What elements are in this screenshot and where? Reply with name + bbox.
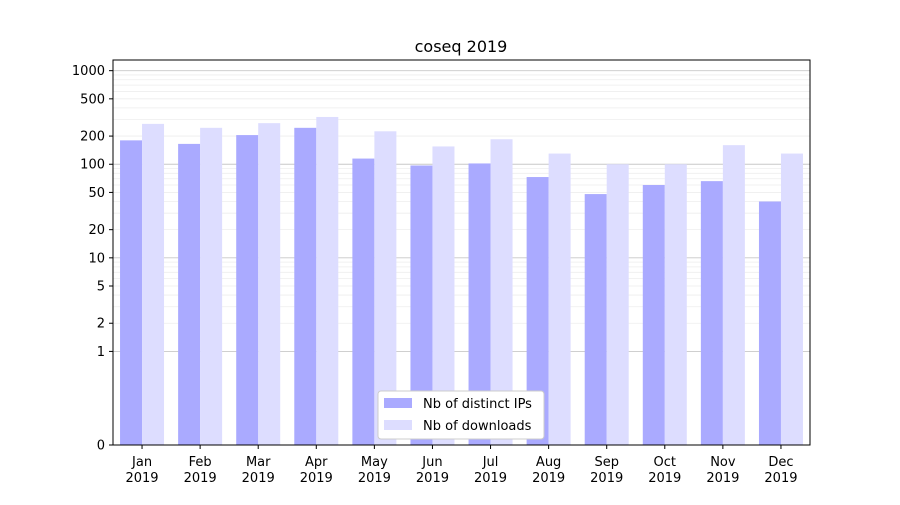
bar-downloads	[664, 164, 687, 445]
x-tick-label-month: Dec	[768, 455, 793, 470]
y-axis: 0 1 2 5 10 20 50 100 200 500 1000	[72, 64, 113, 454]
y-tick-label: 1	[97, 345, 105, 360]
x-tick-label-year: 2019	[358, 471, 391, 486]
x-tick-label-month: Jun	[421, 455, 442, 470]
legend-swatch-downloads	[384, 420, 412, 430]
x-tick-label-year: 2019	[300, 471, 333, 486]
legend-label-downloads: Nb of downloads	[423, 419, 532, 434]
grid-lines	[113, 70, 810, 352]
bars	[120, 116, 803, 446]
y-tick-label: 500	[80, 92, 105, 107]
x-axis: Jan2019Feb2019Mar2019Apr2019May2019Jun20…	[125, 445, 798, 486]
bar-downloads	[780, 153, 803, 446]
bar-distinct-ips	[700, 181, 723, 445]
bar-downloads	[316, 116, 339, 446]
y-tick-label: 2	[97, 317, 105, 332]
x-tick-label-year: 2019	[532, 471, 565, 486]
y-tick-label: 10	[88, 251, 105, 266]
x-tick-label-year: 2019	[648, 471, 681, 486]
y-tick-label: 1000	[72, 64, 105, 79]
bar-downloads	[490, 139, 513, 445]
x-tick-label-year: 2019	[474, 471, 507, 486]
y-tick-label: 100	[80, 158, 105, 173]
x-tick-label-year: 2019	[416, 471, 449, 486]
plot-frame	[112, 59, 811, 446]
bar-distinct-ips	[178, 143, 201, 445]
bar-downloads	[258, 123, 281, 446]
x-tick-label-month: Nov	[710, 455, 736, 470]
y-tick-label: 50	[88, 186, 105, 201]
bar-downloads	[722, 145, 745, 445]
bar-distinct-ips	[642, 185, 665, 445]
bar-distinct-ips	[410, 165, 433, 446]
y-tick-label: 20	[88, 223, 105, 238]
x-tick-label-month: Jul	[482, 455, 499, 470]
x-tick-label-year: 2019	[125, 471, 158, 486]
bar-distinct-ips	[236, 135, 259, 445]
x-tick-label-month: Jan	[131, 455, 152, 470]
x-tick-label-month: Sep	[594, 455, 619, 470]
bar-downloads	[606, 164, 629, 445]
x-tick-label-month: May	[361, 455, 388, 470]
x-tick-label-year: 2019	[764, 471, 797, 486]
bar-distinct-ips	[526, 177, 549, 446]
x-tick-label-month: Oct	[654, 455, 676, 470]
chart-title: coseq 2019	[415, 37, 508, 56]
y-tick-label: 200	[80, 130, 105, 145]
bar-downloads	[200, 127, 223, 445]
x-tick-label-month: Apr	[305, 455, 328, 470]
x-tick-label-year: 2019	[184, 471, 217, 486]
x-tick-label-year: 2019	[242, 471, 275, 486]
bar-downloads	[548, 153, 571, 446]
legend-swatch-ips	[384, 398, 412, 408]
bar-distinct-ips	[758, 201, 781, 445]
y-tick-label: 5	[97, 280, 105, 295]
legend-label-ips: Nb of distinct IPs	[423, 397, 532, 412]
bar-downloads	[374, 131, 397, 445]
bar-distinct-ips	[120, 140, 143, 445]
y-tick-label: 0	[97, 439, 105, 454]
bar-distinct-ips	[584, 194, 607, 445]
x-tick-label-month: Aug	[536, 455, 561, 470]
legend: Nb of distinct IPs Nb of downloads	[377, 390, 545, 440]
legend-box	[377, 390, 545, 440]
bar-distinct-ips	[352, 158, 375, 445]
x-tick-label-year: 2019	[590, 471, 623, 486]
x-tick-label-month: Feb	[189, 455, 212, 470]
x-tick-label-month: Mar	[246, 455, 271, 470]
x-tick-label-year: 2019	[706, 471, 739, 486]
bar-downloads	[142, 123, 165, 445]
bar-distinct-ips	[294, 127, 317, 445]
bar-distinct-ips	[468, 163, 491, 445]
bar-downloads	[432, 146, 455, 446]
